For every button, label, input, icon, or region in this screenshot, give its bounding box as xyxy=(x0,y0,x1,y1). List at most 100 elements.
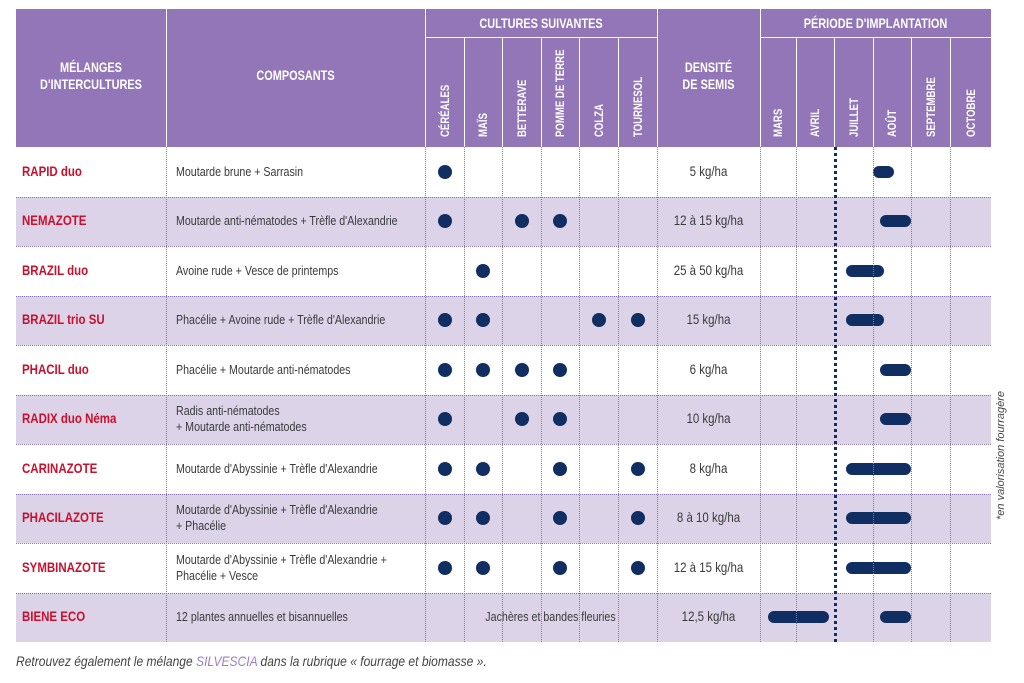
culture-dot xyxy=(553,214,567,229)
table-row xyxy=(16,246,991,296)
header-divider xyxy=(166,9,167,147)
side-note: *en valorisation fourragère xyxy=(995,390,1007,520)
composants-text: 12 plantes annuelles et bisannuelles xyxy=(176,609,348,625)
composants-text: + Moutarde anti-nématodes xyxy=(176,419,307,435)
culture-dot xyxy=(437,560,452,575)
composants-text: Moutarde d'Abyssinie + Trèfle d'Alexandr… xyxy=(176,502,378,518)
intercultures-table: MÉLANGES D'INTERCULTURES COMPOSANTS CULTURE… xyxy=(16,9,991,642)
culture-dot xyxy=(437,461,452,476)
culture-label-3: POMME DE TERRE xyxy=(553,49,567,138)
grid-line xyxy=(16,592,991,594)
culture-dot xyxy=(476,362,490,377)
periode-bar xyxy=(845,264,885,277)
table-row xyxy=(16,493,991,543)
culture-dot xyxy=(630,560,645,575)
densite-value: 5 kg/ha xyxy=(689,162,728,179)
composants-text: Phacélie + Vesce xyxy=(176,567,259,583)
mois-label-2: JUILLET xyxy=(846,98,861,137)
grid-line xyxy=(16,345,991,346)
header-divider xyxy=(425,9,426,147)
culture-dot xyxy=(476,560,490,575)
header-densite: DE SEMIS xyxy=(682,76,735,92)
culture-dot xyxy=(437,313,452,328)
melange-name[interactable]: RAPID duo xyxy=(22,162,82,179)
cultures-text: Jachères et bandes fleuries xyxy=(485,609,616,625)
densite-value: 12,5 kg/ha xyxy=(681,608,736,625)
culture-dot xyxy=(476,511,490,526)
culture-dot xyxy=(630,461,645,476)
culture-label-5: TOURNESOL xyxy=(630,76,645,137)
mois-label-4: SEPTEMBRE xyxy=(923,77,938,137)
culture-dot xyxy=(591,313,606,328)
composants-text: Moutarde brune + Sarrasin xyxy=(176,163,304,179)
grid-line xyxy=(16,543,991,544)
culture-label-1: MAÏS xyxy=(476,113,490,137)
header-divider xyxy=(834,37,835,147)
mois-label-0: MARS xyxy=(771,108,785,137)
header-densite: DENSITÉ xyxy=(684,59,733,75)
culture-dot xyxy=(437,164,452,179)
table-row xyxy=(16,147,991,197)
header-divider xyxy=(464,37,465,147)
densite-value: 25 à 50 kg/ha xyxy=(673,261,744,278)
grid-line xyxy=(16,493,991,495)
mois-label-1: AVRIL xyxy=(808,108,822,137)
header-divider xyxy=(541,37,542,147)
header-divider xyxy=(796,37,797,147)
melange-name[interactable]: NEMAZOTE xyxy=(22,212,87,229)
footer-prefix: Retrouvez également le mélange xyxy=(16,653,197,669)
periode-bar xyxy=(767,611,830,624)
footer-highlight[interactable]: SILVESCIA xyxy=(196,653,258,669)
culture-dot xyxy=(437,362,452,377)
culture-dot xyxy=(630,313,645,328)
culture-dot xyxy=(437,511,452,526)
melange-name[interactable]: CARINAZOTE xyxy=(22,459,98,476)
header-cultures-suivantes: CULTURES SUIVANTES xyxy=(479,15,603,31)
culture-dot xyxy=(553,412,567,427)
melange-name[interactable]: BRAZIL duo xyxy=(22,261,89,278)
culture-label-0: CÉRÉALES xyxy=(437,84,452,137)
periode-bar xyxy=(880,413,911,426)
melange-name[interactable]: PHACIL duo xyxy=(22,360,89,377)
header-divider xyxy=(618,37,619,147)
densite-value: 12 à 15 kg/ha xyxy=(673,212,744,229)
culture-dot xyxy=(553,511,567,526)
header-melanges: D'INTERCULTURES xyxy=(40,76,142,92)
composants-text: Phacélie + Moutarde anti-nématodes xyxy=(176,361,351,377)
melange-name[interactable]: RADIX duo Néma xyxy=(22,410,117,427)
culture-dot xyxy=(553,461,567,476)
periode-bar xyxy=(845,512,911,525)
header-divider xyxy=(760,37,991,38)
header-divider xyxy=(657,9,658,147)
footer-note: Retrouvez également le mélange SILVESCIA… xyxy=(16,653,487,669)
header-composants: COMPOSANTS xyxy=(256,67,335,83)
culture-dot xyxy=(476,313,490,328)
culture-dot xyxy=(437,412,452,427)
culture-label-4: COLZA xyxy=(591,103,606,137)
melange-name[interactable]: PHACILAZOTE xyxy=(22,509,104,526)
grid-line xyxy=(16,394,991,396)
densite-value: 6 kg/ha xyxy=(689,360,728,377)
header-divider xyxy=(579,37,580,147)
periode-bar xyxy=(880,611,911,624)
footer-suffix: dans la rubrique « fourrage et biomasse … xyxy=(257,653,487,669)
melange-name[interactable]: SYMBINAZOTE xyxy=(22,558,106,575)
culture-dot xyxy=(476,263,490,278)
culture-dot xyxy=(553,362,567,377)
melange-name[interactable]: BRAZIL trio SU xyxy=(22,311,105,328)
composants-text: Phacélie + Avoine rude + Trèfle d'Alexan… xyxy=(176,312,386,328)
melange-name[interactable]: BIENE ECO xyxy=(22,608,86,625)
composants-text: Avoine rude + Vesce de printemps xyxy=(176,262,339,278)
header-divider xyxy=(911,37,912,147)
culture-dot xyxy=(437,214,452,229)
season-separator xyxy=(834,147,837,642)
composants-text: Moutarde d'Abyssinie + Trèfle d'Alexandr… xyxy=(176,551,387,567)
densite-value: 8 kg/ha xyxy=(689,459,728,476)
culture-dot xyxy=(476,461,490,476)
periode-bar xyxy=(845,561,911,574)
culture-dot xyxy=(553,560,567,575)
table-row xyxy=(16,444,991,494)
densite-value: 12 à 15 kg/ha xyxy=(673,558,744,575)
periode-bar xyxy=(880,215,911,228)
mois-label-5: OCTOBRE xyxy=(963,89,978,137)
